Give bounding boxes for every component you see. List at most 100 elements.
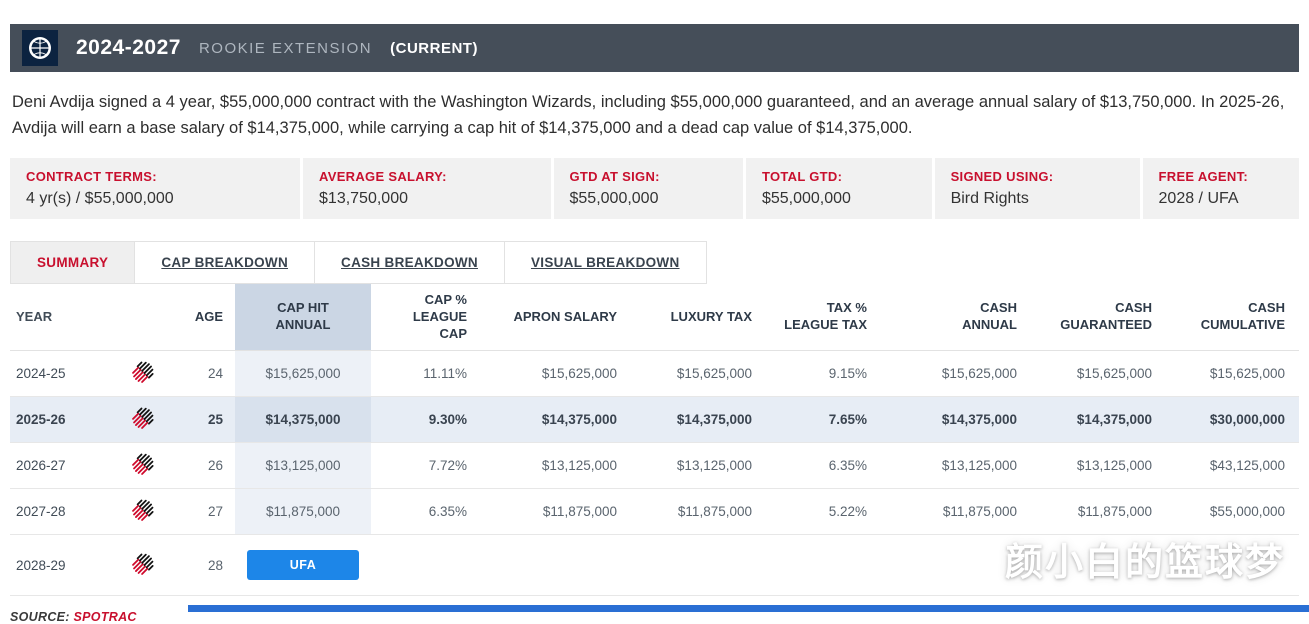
year-cell: 2027-28 — [10, 488, 110, 536]
term-value: 4 yr(s) / $55,000,000 — [26, 189, 174, 207]
age-cell: 27 — [175, 488, 235, 536]
team-logo-cell — [110, 396, 175, 444]
tax-pct-cell: 7.65% — [766, 396, 881, 444]
team-logo-cell — [110, 350, 175, 398]
term-value: Bird Rights — [950, 189, 1029, 207]
term-average-salary: AVERAGE SALARY: $13,750,000 — [303, 157, 551, 219]
cap-hit-cell: $11,875,000 — [235, 488, 371, 536]
table-row-free-agency: 2028-29 28 UFA — [10, 534, 1299, 597]
bottom-blue-bar — [188, 605, 1309, 612]
age-cell: 24 — [175, 350, 235, 398]
cash-annual-cell: $14,375,000 — [881, 396, 1031, 444]
age-cell: 28 — [175, 534, 235, 597]
luxury-tax-cell: $13,125,000 — [631, 442, 766, 490]
cash-guaranteed-cell: $13,125,000 — [1031, 442, 1166, 490]
term-contract-terms: CONTRACT TERMS: 4 yr(s) / $55,000,000 — [10, 157, 301, 219]
wizards-logo-icon — [29, 37, 51, 59]
table-header-row: YEAR AGE CAP HIT ANNUAL CAP % LEAGUE CAP A… — [10, 283, 1299, 352]
column-header-cash-guaranteed: CASH GUARANTEED — [1031, 283, 1166, 352]
cash-annual-cell — [881, 534, 1031, 597]
column-header-cap-hit: CAP HIT ANNUAL — [235, 283, 371, 352]
blazers-logo-icon — [131, 500, 154, 522]
column-header-team — [110, 283, 175, 352]
cap-hit-cell: $13,125,000 — [235, 442, 371, 490]
cash-guaranteed-cell: $11,875,000 — [1031, 488, 1166, 536]
cap-hit-cell: UFA — [235, 534, 371, 597]
cap-pct-cell — [371, 534, 481, 597]
year-cell: 2025-26 — [10, 396, 110, 444]
team-logo-cell — [110, 442, 175, 490]
term-label: TOTAL GTD: — [761, 168, 843, 184]
cash-annual-cell: $13,125,000 — [881, 442, 1031, 490]
tax-pct-cell: 9.15% — [766, 350, 881, 398]
column-header-tax-pct: TAX % LEAGUE TAX — [766, 283, 881, 352]
cap-pct-cell: 7.72% — [371, 442, 481, 490]
contract-years: 2024-2027 — [76, 36, 181, 59]
tab-bar: SUMMARY CAP BREAKDOWN CASH BREAKDOWN VIS… — [10, 240, 707, 284]
source-link[interactable]: SPOTRAC — [73, 610, 137, 624]
wizards-logo — [22, 30, 58, 66]
column-header-age: AGE — [175, 283, 235, 352]
contract-type: ROOKIE EXTENSION — [198, 39, 373, 57]
tax-pct-cell: 5.22% — [766, 488, 881, 536]
tab-summary[interactable]: SUMMARY — [11, 241, 136, 283]
column-header-year: YEAR — [10, 283, 110, 352]
cash-cumulative-cell: $15,625,000 — [1166, 350, 1299, 398]
column-header-apron-salary: APRON SALARY — [481, 283, 631, 352]
apron-salary-cell — [481, 534, 631, 597]
source-label: SOURCE: — [10, 610, 70, 624]
contract-description: Deni Avdija signed a 4 year, $55,000,000… — [12, 93, 1285, 138]
term-gtd-at-sign: GTD AT SIGN: $55,000,000 — [553, 157, 743, 219]
salary-table: YEAR AGE CAP HIT ANNUAL CAP % LEAGUE CAP A… — [10, 283, 1299, 597]
tab-cap-breakdown[interactable]: CAP BREAKDOWN — [135, 241, 316, 283]
tab-visual-breakdown[interactable]: VISUAL BREAKDOWN — [530, 254, 680, 270]
tab-cash-breakdown[interactable]: CASH BREAKDOWN — [315, 241, 505, 283]
blazers-logo-icon — [131, 362, 154, 384]
table-row: 2026-27 26 $13,125,000 7.72% $13,125,000… — [10, 442, 1299, 490]
contract-title-bar: 2024-2027 ROOKIE EXTENSION (CURRENT) — [10, 24, 1299, 72]
age-cell: 26 — [175, 442, 235, 490]
contract-status: (CURRENT) — [390, 39, 478, 57]
year-cell: 2024-25 — [10, 350, 110, 398]
team-logo-cell — [110, 534, 175, 597]
cash-guaranteed-cell: $14,375,000 — [1031, 396, 1166, 444]
term-label: CONTRACT TERMS: — [26, 168, 157, 184]
tax-pct-cell: 6.35% — [766, 442, 881, 490]
apron-salary-cell: $15,625,000 — [481, 350, 631, 398]
table-row: 2024-25 24 $15,625,000 11.11% $15,625,00… — [10, 350, 1299, 398]
cash-guaranteed-cell — [1031, 534, 1166, 597]
term-label: AVERAGE SALARY: — [319, 168, 447, 184]
cash-cumulative-cell: $55,000,000 — [1166, 488, 1299, 536]
cap-pct-cell: 6.35% — [371, 488, 481, 536]
blazers-logo-icon — [131, 553, 154, 575]
term-value: $55,000,000 — [761, 189, 851, 207]
year-cell: 2028-29 — [10, 534, 110, 597]
luxury-tax-cell: $15,625,000 — [631, 350, 766, 398]
column-header-cash-cumulative: CASH CUMULATIVE — [1166, 283, 1299, 352]
apron-salary-cell: $13,125,000 — [481, 442, 631, 490]
blazers-logo-icon — [131, 408, 154, 430]
cap-hit-cell: $14,375,000 — [235, 396, 371, 444]
luxury-tax-cell: $11,875,000 — [631, 488, 766, 536]
term-value: $13,750,000 — [319, 189, 408, 207]
team-logo-cell — [110, 488, 175, 536]
term-total-gtd: TOTAL GTD: $55,000,000 — [745, 157, 932, 219]
luxury-tax-cell: $14,375,000 — [631, 396, 766, 444]
term-label: SIGNED USING: — [950, 168, 1054, 184]
cash-cumulative-cell: $43,125,000 — [1166, 442, 1299, 490]
cap-pct-cell: 11.11% — [371, 350, 481, 398]
table-row: 2027-28 27 $11,875,000 6.35% $11,875,000… — [10, 488, 1299, 536]
apron-salary-cell: $11,875,000 — [481, 488, 631, 536]
ufa-button[interactable]: UFA — [247, 550, 359, 581]
cap-pct-cell: 9.30% — [371, 396, 481, 444]
year-cell: 2026-27 — [10, 442, 110, 490]
cash-cumulative-cell — [1166, 534, 1299, 597]
term-label: GTD AT SIGN: — [569, 168, 660, 184]
term-value: $55,000,000 — [569, 189, 659, 207]
cash-annual-cell: $11,875,000 — [881, 488, 1031, 536]
tax-pct-cell — [766, 534, 881, 597]
cash-annual-cell: $15,625,000 — [881, 350, 1031, 398]
luxury-tax-cell — [631, 534, 766, 597]
blazers-logo-icon — [131, 454, 154, 476]
